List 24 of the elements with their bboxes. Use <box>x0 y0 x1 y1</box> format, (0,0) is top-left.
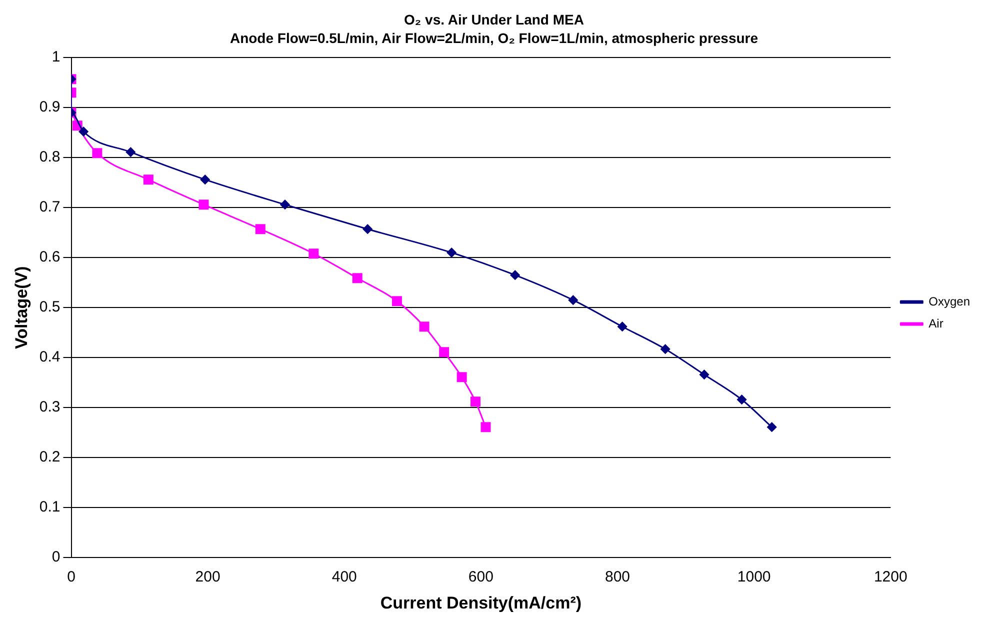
x-tick-label: 600 <box>468 568 494 586</box>
x-tick-label: 0 <box>67 568 76 586</box>
y-tick-label: 0.3 <box>39 398 60 416</box>
y-tick-label: 0.4 <box>39 348 60 366</box>
y-tick-label: 0.8 <box>39 148 60 166</box>
y-tick-label: 0.1 <box>39 498 60 516</box>
x-tick-label: 800 <box>605 568 630 586</box>
x-tick-label: 400 <box>332 568 357 586</box>
y-tick-label: 0.6 <box>39 248 60 266</box>
legend-label: Air <box>928 316 944 330</box>
legend-label: Oxygen <box>928 294 970 308</box>
x-tick-label: 200 <box>195 568 220 586</box>
y-tick-label: 0.7 <box>39 198 60 216</box>
y-tick-label: 0.2 <box>39 448 60 466</box>
y-tick-label: 0 <box>52 548 60 566</box>
x-tick-label: 1200 <box>874 568 908 586</box>
x-axis-title: Current Density(mA/cm²) <box>380 593 582 612</box>
y-tick-label: 1 <box>52 48 60 66</box>
y-tick-label: 0.5 <box>39 298 60 316</box>
chart-subtitle: Anode Flow=0.5L/min, Air Flow=2L/min, O₂ Flow=1L/min, atmospheric pressure <box>230 30 758 46</box>
y-axis-title: Voltage(V) <box>12 266 31 350</box>
y-tick-label: 0.9 <box>39 98 60 116</box>
chart-title: O₂ vs. Air Under Land MEA <box>404 11 584 28</box>
x-tick-label: 1000 <box>737 568 771 586</box>
